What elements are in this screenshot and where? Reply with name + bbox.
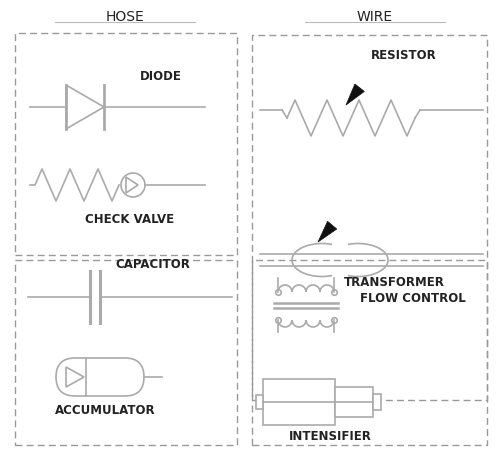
Text: HOSE: HOSE — [106, 10, 144, 24]
Text: CHECK VALVE: CHECK VALVE — [86, 213, 174, 226]
FancyBboxPatch shape — [56, 358, 144, 396]
Bar — [252, 260, 487, 445]
Polygon shape — [318, 221, 337, 242]
Bar — [256, 395, 263, 409]
Text: DIODE: DIODE — [140, 71, 182, 84]
Bar — [263, 379, 335, 425]
Bar — [335, 387, 373, 417]
Bar — [15, 33, 237, 255]
Bar — [15, 260, 237, 445]
Text: TRANSFORMER: TRANSFORMER — [344, 275, 445, 288]
Text: FLOW CONTROL: FLOW CONTROL — [360, 292, 466, 305]
Polygon shape — [346, 84, 364, 105]
Text: INTENSIFIER: INTENSIFIER — [288, 430, 372, 443]
Text: RESISTOR: RESISTOR — [371, 49, 437, 62]
Text: CAPACITOR: CAPACITOR — [115, 258, 190, 272]
Text: ACCUMULATOR: ACCUMULATOR — [54, 404, 156, 417]
Bar — [373, 394, 381, 410]
Bar — [252, 35, 487, 400]
Text: WIRE: WIRE — [357, 10, 393, 24]
